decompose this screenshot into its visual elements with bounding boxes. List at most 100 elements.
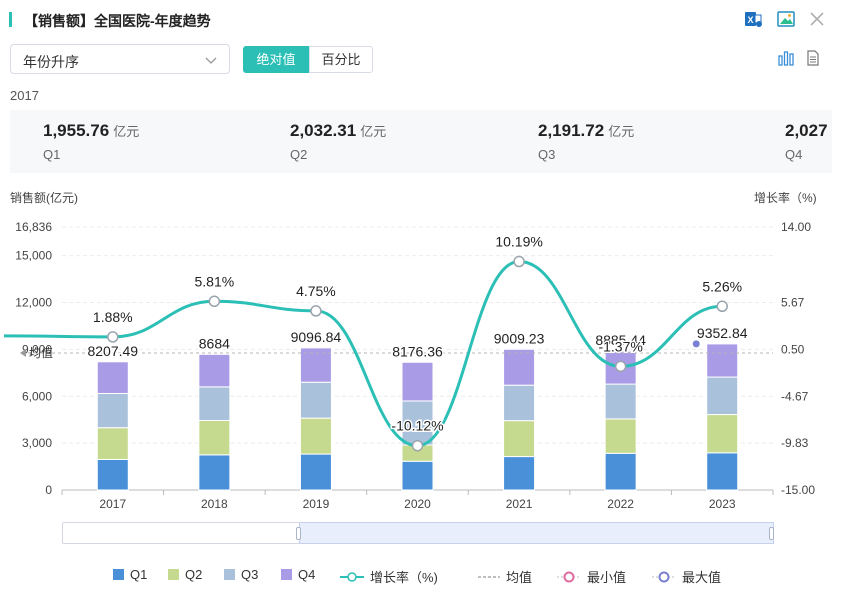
growth-label: 1.88%	[93, 309, 133, 325]
max-marker	[692, 340, 700, 348]
total-label: 8207.49	[87, 343, 138, 359]
bar-segment	[706, 376, 739, 416]
growth-point	[513, 255, 525, 268]
zoom-slider-selection[interactable]	[299, 522, 774, 544]
toggle-percent-button[interactable]: 百分比	[309, 46, 373, 73]
growth-label: -10.12%	[391, 418, 443, 434]
x-tick-label: 2021	[506, 497, 533, 511]
bar-segment	[401, 460, 434, 491]
title-accent	[9, 12, 12, 27]
document-view-icon[interactable]	[805, 50, 821, 71]
total-label: 8176.36	[392, 343, 443, 359]
y2-tick-label: 14.00	[781, 220, 811, 234]
legend-swatch	[168, 569, 179, 580]
x-tick-label: 2023	[709, 497, 736, 511]
kpi-value: 2,032.31	[290, 121, 357, 140]
kpi-quarter: Q2	[290, 147, 308, 162]
legend-average[interactable]: 均值	[478, 567, 532, 586]
kpi-unit: 亿元	[113, 124, 140, 139]
average-label: 均值	[29, 345, 53, 360]
growth-label: 5.81%	[195, 273, 235, 289]
legend-min[interactable]: 最小值	[557, 567, 626, 586]
y2-tick-label: 5.67	[781, 296, 805, 310]
legend-label: 增长率（%)	[370, 570, 438, 585]
y-tick-label: 15,000	[15, 249, 52, 263]
bar-segment	[401, 361, 434, 402]
kpi-q1: 1,955.76 亿元 Q1	[43, 121, 139, 162]
average-arrow	[20, 348, 26, 357]
kpi-quarter: Q3	[538, 147, 556, 162]
bar-segment	[604, 452, 637, 491]
legend-q2[interactable]: Q2	[168, 567, 202, 582]
title-bar: 【销售额】全国医院-年度趋势 X	[0, 0, 854, 40]
bar-segment	[299, 417, 332, 455]
toggle-absolute-button[interactable]: 绝对值	[243, 46, 309, 73]
chart-title: 【销售额】全国医院-年度趋势	[24, 13, 211, 29]
kpi-unit: 亿元	[608, 124, 635, 139]
y-tick-label: 3,000	[22, 436, 52, 450]
legend-label: 最小值	[587, 570, 627, 585]
excel-export-icon[interactable]: X	[744, 10, 762, 28]
growth-label: 5.26%	[702, 278, 742, 294]
y2-tick-label: -15.00	[781, 483, 815, 497]
bar-segment	[604, 418, 637, 454]
kpi-unit: 亿元	[360, 124, 387, 139]
y-tick-label: 16,836	[15, 220, 52, 234]
legend-label: Q2	[185, 567, 203, 582]
y2-axis-title: 增长率（%)	[754, 191, 817, 205]
bar-segment	[198, 353, 231, 388]
bar-segment	[96, 361, 129, 394]
kpi-quarter: Q4	[785, 147, 803, 162]
x-tick-label: 2020	[404, 497, 431, 511]
sort-select-value: 年份升序	[23, 54, 79, 70]
y2-tick-label: -4.67	[781, 389, 809, 403]
growth-point	[614, 360, 627, 373]
x-tick-label: 2019	[303, 497, 330, 511]
y-axis-title: 销售额(亿元)	[10, 191, 78, 205]
y2-tick-label: 0.50	[781, 342, 805, 356]
bar-segment	[503, 384, 536, 422]
legend-growth[interactable]: 增长率（%)	[340, 567, 438, 586]
bar-segment	[604, 383, 637, 420]
zoom-handle-right[interactable]	[769, 527, 774, 540]
image-export-icon[interactable]	[777, 10, 795, 28]
legend-label: 均值	[506, 570, 533, 585]
growth-label: 10.19%	[495, 234, 542, 250]
bar-segment	[198, 419, 231, 456]
close-icon[interactable]	[808, 10, 826, 28]
growth-point	[716, 300, 728, 313]
growth-point	[310, 305, 322, 317]
legend-line-circle-icon	[340, 571, 364, 582]
bar-segment	[198, 386, 231, 421]
bar-segment	[503, 348, 536, 386]
kpi-value: 1,955.76	[43, 121, 110, 140]
bar-segment	[706, 414, 739, 454]
bar-segment	[503, 420, 536, 458]
bar-segment	[299, 347, 332, 383]
legend-max-marker-icon	[652, 571, 676, 582]
total-label: 9009.23	[494, 330, 545, 346]
growth-label: 4.75%	[296, 283, 336, 299]
bar-chart-view-icon[interactable]	[778, 50, 794, 71]
x-tick-label: 2018	[201, 497, 228, 511]
legend-max[interactable]: 最大值	[652, 567, 721, 586]
legend-swatch	[113, 569, 124, 580]
kpi-value: 2,191.72	[538, 121, 605, 140]
legend-q4[interactable]: Q4	[281, 567, 315, 582]
sort-select[interactable]: 年份升序	[10, 44, 230, 74]
legend-label: Q3	[241, 567, 259, 582]
bar-segment	[401, 400, 434, 446]
growth-point	[411, 439, 424, 452]
total-label: 8885.44	[595, 332, 646, 348]
bar-segment	[96, 427, 129, 460]
growth-point	[107, 331, 119, 343]
zoom-handle-left[interactable]	[296, 527, 301, 540]
legend-q1[interactable]: Q1	[113, 567, 147, 582]
legend-q3[interactable]: Q3	[224, 567, 258, 582]
y-tick-label: 0	[45, 483, 52, 497]
y2-tick-label: -9.83	[781, 436, 809, 450]
summary-year: 2017	[10, 88, 39, 103]
y-tick-label: 6,000	[22, 389, 52, 403]
growth-point	[208, 295, 221, 308]
